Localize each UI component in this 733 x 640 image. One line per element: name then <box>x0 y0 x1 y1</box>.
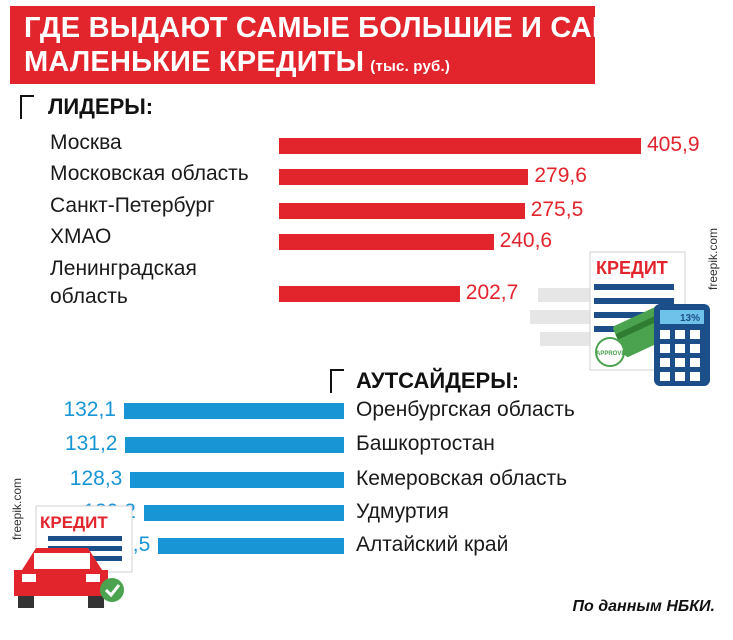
outsiders-heading: АУТСАЙДЕРЫ: <box>356 368 520 393</box>
leader-label: Ленинградская <box>50 257 197 280</box>
leader-label: Москва <box>50 131 122 154</box>
outsider-value: 131,2 <box>64 432 118 455</box>
leader-label: Санкт-Петербург <box>50 194 215 217</box>
car-loan-icon: КРЕДИТ <box>14 505 133 608</box>
leader-bar <box>279 169 529 185</box>
credit-top-right: freepik.com <box>706 227 720 290</box>
outsider-label: Башкортостан <box>356 432 495 455</box>
credit-bottom-left: freepik.com <box>10 477 24 540</box>
outsiders-bracket <box>330 369 344 393</box>
outsider-bar <box>158 538 344 554</box>
outsider-value: 132,1 <box>63 398 116 421</box>
source-note: По данным НБКИ. <box>572 598 715 615</box>
approved-stamp: APPROVED <box>596 351 630 357</box>
outsider-label: Оренбургская область <box>356 398 575 421</box>
leader-bar <box>279 203 525 219</box>
leaders-bracket <box>20 95 34 119</box>
leader-label: ХМАО <box>50 225 112 248</box>
leader-bar <box>279 286 460 302</box>
calc-percent: 13% <box>680 313 700 324</box>
leader-bar <box>279 234 494 250</box>
outsider-label: Алтайский край <box>356 533 509 556</box>
leader-value: 405,9 <box>647 133 700 156</box>
leader-value: 279,6 <box>534 164 587 187</box>
title-line-2: МАЛЕНЬКИЕ КРЕДИТЫ (тыс. руб.) <box>24 46 450 79</box>
leader-value: 240,6 <box>499 229 553 252</box>
leader-value: 202,7 <box>465 281 519 304</box>
leader-label: Московская область <box>50 162 249 185</box>
outsider-label: Удмуртия <box>356 500 449 523</box>
title-banner: ГДЕ ВЫДАЮТ САМЫЕ БОЛЬШИЕ И САМЫЕ МАЛЕНЬК… <box>10 6 664 84</box>
outsider-bar <box>124 403 344 419</box>
leaders-heading: ЛИДЕРЫ: <box>48 94 154 119</box>
title-line-1: ГДЕ ВЫДАЮТ САМЫЕ БОЛЬШИЕ И САМЫЕ <box>24 12 665 44</box>
leader-value: 275,5 <box>530 198 584 221</box>
outsider-label: Кемеровская область <box>356 467 568 490</box>
title-line-2-text: МАЛЕНЬКИЕ КРЕДИТЫ <box>24 46 365 78</box>
leader-label: область <box>50 285 128 308</box>
leader-bar <box>279 138 641 154</box>
car-credit-label: КРЕДИТ <box>40 513 108 532</box>
outsider-bar <box>143 505 344 521</box>
calc-credit-label: КРЕДИТ <box>596 258 668 278</box>
outsider-bar <box>130 472 344 488</box>
title-unit: (тыс. руб.) <box>370 58 451 75</box>
outsider-value: 128,3 <box>69 467 123 490</box>
calculator-credit-card-icon: КРЕДИТ APPROVED 13% <box>530 251 710 386</box>
outsider-bar <box>125 437 344 453</box>
